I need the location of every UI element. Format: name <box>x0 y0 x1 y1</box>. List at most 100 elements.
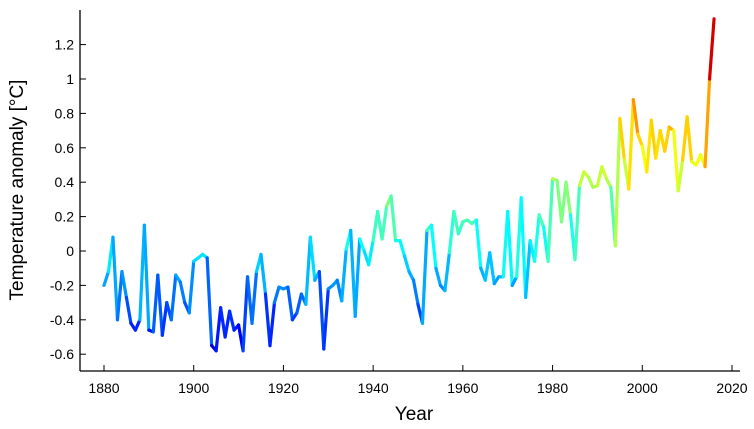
series-segment <box>263 292 272 348</box>
series-segment <box>519 196 528 300</box>
series-segment <box>474 218 483 270</box>
series-segment <box>645 118 653 174</box>
y-tick-label: 1 <box>66 71 74 87</box>
series-segment <box>533 213 541 263</box>
y-axis-ticks: -0.6 -0.4 -0.2 0 0.2 0.4 0.6 0.8 1 1.2 <box>50 37 86 362</box>
x-tick-label: 1920 <box>268 380 299 396</box>
series-segment <box>600 165 609 181</box>
series-segment <box>604 177 613 189</box>
series-segment <box>308 235 317 282</box>
series-segment <box>272 285 281 305</box>
x-tick-label: 1880 <box>88 380 119 396</box>
series-segment <box>156 273 164 337</box>
series-segment <box>228 309 236 332</box>
series-segment <box>429 223 438 270</box>
series-segment <box>223 309 232 339</box>
series-segment <box>707 17 716 81</box>
y-tick-label: -0.4 <box>50 312 74 328</box>
series-segment <box>214 306 223 353</box>
series-segment <box>434 266 443 287</box>
series-segment <box>411 278 420 306</box>
series-segment <box>111 235 120 322</box>
series-segment <box>142 223 151 332</box>
series-segment <box>573 184 582 262</box>
series-segment <box>187 259 196 315</box>
series-segment <box>250 270 259 325</box>
series-segment <box>380 204 389 241</box>
series-segment <box>636 132 644 148</box>
y-tick-label: -0.2 <box>50 277 74 293</box>
series-segment <box>452 209 460 236</box>
series-segment <box>322 287 330 351</box>
x-tick-label: 1940 <box>358 380 389 396</box>
series-segment <box>133 318 142 332</box>
series-segment <box>685 115 694 164</box>
series-segment <box>631 98 640 136</box>
y-tick-label: 0.4 <box>55 174 75 190</box>
x-tick-label: 2020 <box>716 380 747 396</box>
series-segment <box>488 251 496 286</box>
series-segment <box>367 239 375 267</box>
series-segment <box>577 170 586 188</box>
series-segment <box>703 77 712 169</box>
x-tick-label: 1960 <box>447 380 478 396</box>
series-segment <box>160 301 169 337</box>
series-segment <box>663 125 671 153</box>
series-segment <box>510 275 519 287</box>
x-tick-label: 1980 <box>537 380 568 396</box>
y-axis-title: Temperature anomaly [°C] <box>7 80 28 301</box>
series-segment <box>559 180 568 224</box>
series-segment <box>304 235 312 306</box>
series-segment <box>102 270 111 287</box>
series-segment <box>456 220 465 236</box>
series-segment <box>402 254 411 274</box>
series-segment <box>586 175 595 189</box>
series-segment <box>443 251 451 293</box>
series-segment <box>295 292 303 315</box>
y-tick-label: 0 <box>66 243 74 259</box>
series-segment <box>389 194 398 243</box>
series-segment <box>595 165 604 188</box>
x-tick-label: 1900 <box>178 380 209 396</box>
series-segment <box>205 256 214 348</box>
series-segment <box>447 209 456 255</box>
y-tick-label: 0.6 <box>55 140 75 156</box>
series-segment <box>169 273 178 322</box>
series-segment <box>124 295 133 325</box>
series-segment <box>398 239 407 258</box>
series-segment <box>649 118 658 160</box>
series-segment <box>268 301 277 348</box>
series-segment <box>537 213 546 229</box>
series-segment <box>286 285 294 322</box>
temperature-series <box>102 17 716 353</box>
series-segment <box>654 129 662 160</box>
series-segment <box>672 129 680 193</box>
series-segment <box>358 237 366 253</box>
series-segment <box>676 158 685 193</box>
series-segment <box>506 209 514 287</box>
series-segment <box>524 239 532 300</box>
y-tick-label: -0.6 <box>50 346 74 362</box>
series-segment <box>115 270 124 322</box>
series-segment <box>317 270 326 351</box>
x-axis-title: Year <box>395 404 434 425</box>
series-segment <box>120 270 129 300</box>
series-segment <box>564 180 573 217</box>
series-segment <box>259 252 268 296</box>
series-segment <box>407 270 416 282</box>
series-segment <box>420 228 429 325</box>
series-segment <box>627 98 635 191</box>
x-tick-label: 2000 <box>627 380 658 396</box>
y-tick-label: 0.2 <box>55 209 75 225</box>
x-axis-ticks: 1880 1900 1920 1940 1960 1980 2000 2020 <box>88 365 748 396</box>
series-segment <box>241 275 250 353</box>
y-tick-label: 0.8 <box>55 105 75 121</box>
series-segment <box>340 247 348 303</box>
series-segment <box>618 116 626 162</box>
series-segment <box>353 237 362 318</box>
series-segment <box>546 177 555 263</box>
series-segment <box>178 280 187 305</box>
series-segment <box>613 116 622 248</box>
y-tick-label: 1.2 <box>55 37 75 53</box>
